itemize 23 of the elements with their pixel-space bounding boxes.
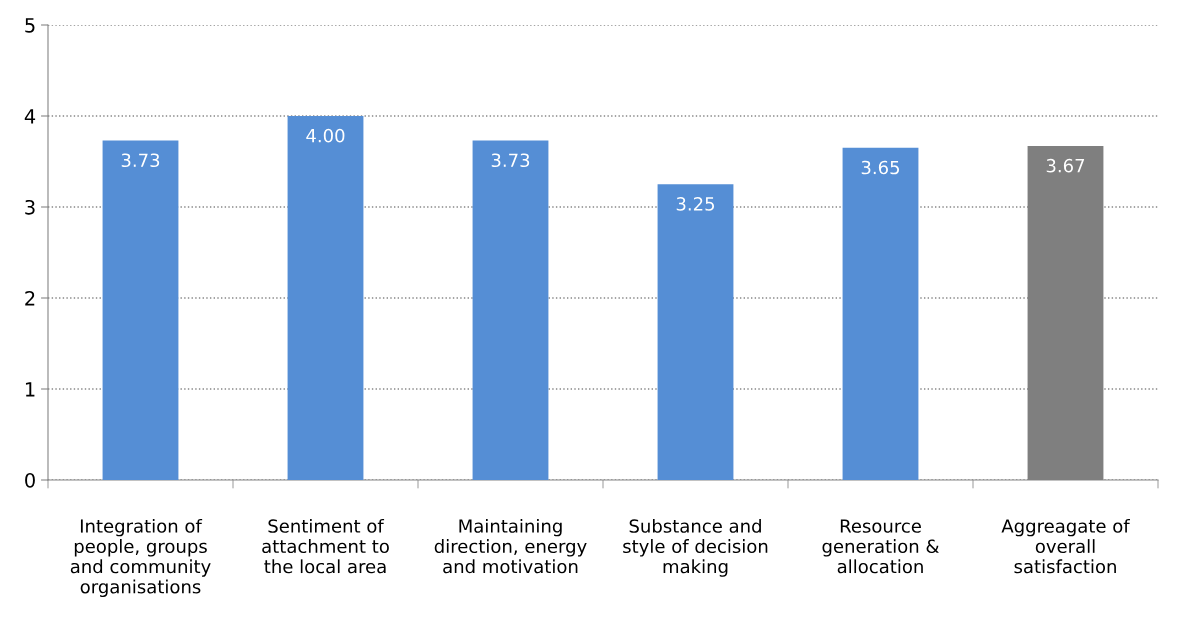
x-tick-label: Aggreagate of overall satisfaction (1001, 518, 1130, 574)
x-tick-label: Maintaining direction, energy and motivation (434, 518, 587, 574)
data-label: 3.73 (491, 153, 530, 168)
data-label: 3.25 (676, 197, 715, 211)
y-tick-label: 2 (25, 290, 35, 306)
data-label: 4.00 (306, 128, 345, 143)
y-tick-label: 1 (25, 382, 35, 397)
x-tick-label: Substance and style of decision making (623, 518, 768, 577)
y-tick-label: 4 (24, 109, 36, 124)
data-label: 3.73 (121, 153, 160, 168)
bar (842, 147, 919, 480)
y-tick-label: 3 (25, 199, 35, 215)
bar (102, 140, 179, 480)
x-tick-label: Sentiment of attachment to the local area (262, 518, 389, 574)
x-tick-label: Resource generation & allocation (822, 519, 939, 574)
y-tick-label: 0 (25, 472, 35, 488)
y-tick-label: 5 (25, 18, 35, 33)
bar (657, 184, 734, 480)
x-tick-label: Integration of people, groups and community organisations (70, 518, 211, 598)
bar (472, 140, 549, 480)
data-label: 3.65 (861, 160, 900, 175)
data-label: 3.67 (1046, 158, 1085, 173)
bar (287, 116, 364, 480)
